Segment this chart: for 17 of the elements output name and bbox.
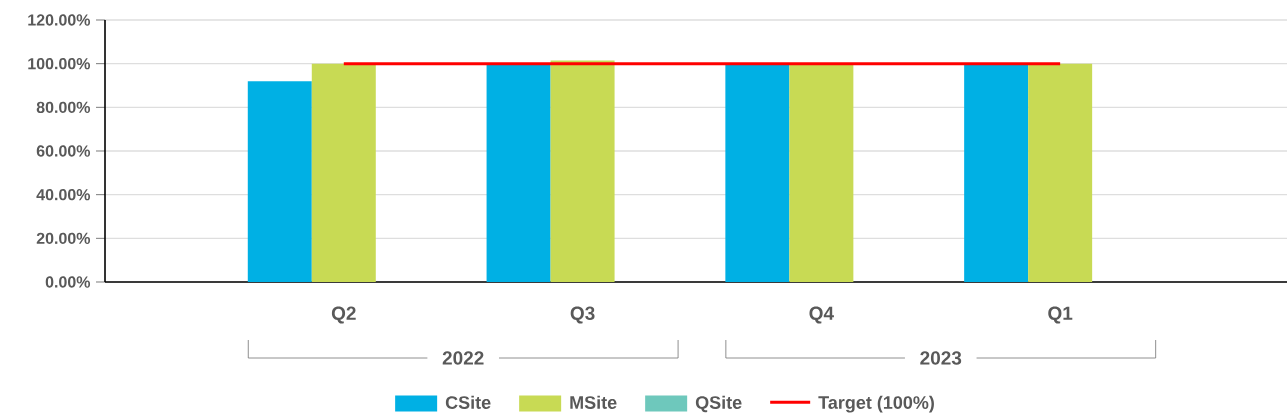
y-tick-label: 60.00% xyxy=(36,145,91,157)
text: 2023 xyxy=(920,351,962,365)
legend-label: MSite xyxy=(570,395,617,409)
y-tick-label: 100.00% xyxy=(28,58,91,70)
x-tick-label: Q2 xyxy=(331,306,356,324)
legend-label: QSite xyxy=(695,395,742,413)
x-tick-label: Q1 xyxy=(1048,306,1073,324)
text: 2022 xyxy=(442,351,484,365)
legend-label: CSite xyxy=(445,395,491,409)
x-tick-label: Q3 xyxy=(570,306,595,324)
y-tick-label: 0.00% xyxy=(45,276,91,288)
y-tick-label: 40.00% xyxy=(36,189,91,201)
legend-label: Target (100%) xyxy=(818,395,934,413)
y-tick-label: 20.00% xyxy=(36,232,91,244)
y-tick-label: 80.00% xyxy=(36,101,91,113)
y-tick-label: 120.00% xyxy=(28,14,91,26)
x-tick-label: Q4 xyxy=(809,306,834,324)
